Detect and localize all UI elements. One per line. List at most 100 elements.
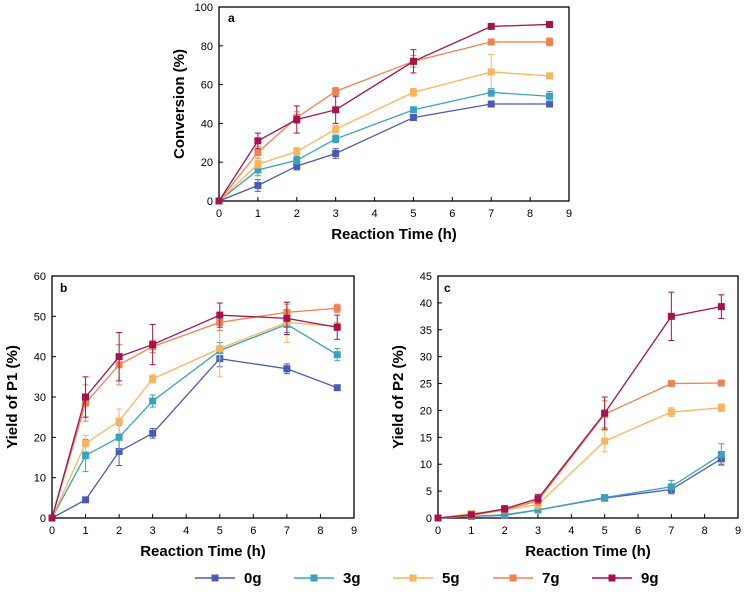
x-tick-label: 7 [488, 208, 494, 220]
data-point [293, 116, 301, 124]
data-point [667, 408, 675, 416]
legend-item-0g: 0g [195, 570, 262, 587]
data-point [216, 311, 224, 319]
x-axis-title: Reaction Time (h) [140, 543, 266, 560]
x-tick-label: 7 [284, 525, 290, 537]
data-point [409, 106, 417, 114]
y-tick-label: 25 [420, 379, 432, 391]
x-tick-label: 0 [435, 525, 441, 537]
data-point [601, 437, 609, 445]
data-point [487, 22, 495, 30]
data-point [534, 495, 542, 503]
plot-frame-b [51, 275, 355, 519]
data-point [149, 397, 157, 405]
data-point [115, 353, 123, 361]
series-line [218, 91, 550, 202]
data-point [333, 384, 341, 392]
data-point [332, 149, 340, 157]
data-point [717, 303, 725, 311]
data-point [667, 483, 675, 491]
series-line [437, 458, 722, 519]
data-point [332, 87, 340, 95]
series-line [218, 41, 550, 202]
x-tick-label: 6 [250, 525, 256, 537]
legend-marker [509, 574, 517, 582]
series-line [218, 23, 550, 202]
series-9g [434, 291, 725, 522]
series-7g [434, 379, 725, 522]
x-tick-label: 8 [527, 208, 533, 220]
series-line [218, 71, 550, 202]
chart-panel-b: 0 1 2 3 4 5 6 7 8 9 0 10 20 30 40 50 60 Reaction Time (h)… [4, 271, 357, 560]
series-line [437, 306, 722, 519]
series-0g [215, 100, 554, 205]
x-tick-label: 8 [702, 525, 708, 537]
legend: 0g 3g 5g 7g 9g [195, 570, 659, 587]
y-tick-label: 15 [420, 432, 432, 444]
data-point [149, 429, 157, 437]
data-point [283, 365, 291, 373]
legend-item-9g: 9g [592, 570, 659, 587]
data-point [115, 447, 123, 455]
data-point [667, 380, 675, 388]
legend-label: 9g [641, 570, 659, 587]
x-tick-label: 0 [216, 208, 222, 220]
y-tick-label: 30 [34, 392, 46, 404]
data-point [534, 506, 542, 514]
x-tick-label: 6 [449, 208, 455, 220]
y-tick-label: 40 [201, 118, 213, 130]
series-5g [434, 403, 725, 522]
x-tick-label: 9 [566, 208, 572, 220]
data-point [546, 72, 554, 80]
data-point [717, 404, 725, 412]
data-point [546, 20, 554, 28]
plot-frame-a [218, 6, 570, 202]
data-point [333, 351, 341, 359]
y-tick-label: 30 [420, 352, 432, 364]
data-point [333, 304, 341, 312]
series-9g [215, 20, 554, 205]
data-point [115, 417, 123, 425]
y-tick-label: 10 [34, 473, 46, 485]
x-tick-label: 9 [735, 525, 741, 537]
data-point [467, 511, 475, 519]
chart-panel-a: 0 1 2 3 4 5 6 7 8 9 0 20 40 60 80 100 Reaction Time (h) C… [171, 2, 572, 243]
x-tick-label: 3 [333, 208, 339, 220]
series-0g [434, 452, 725, 522]
y-tick-label: 50 [34, 311, 46, 323]
plot-frame-c [437, 275, 739, 519]
data-point [501, 505, 509, 513]
y-tick-label: 40 [420, 298, 432, 310]
series-line [437, 407, 722, 519]
x-tick-label: 1 [255, 208, 261, 220]
series-5g [215, 54, 554, 205]
data-point [115, 433, 123, 441]
y-tick-label: 20 [201, 157, 213, 169]
legend-label: 0g [244, 570, 262, 587]
series-line [51, 321, 338, 519]
panel-label: c [444, 281, 451, 295]
y-tick-label: 0 [207, 196, 213, 208]
data-point [487, 88, 495, 96]
data-point [546, 100, 554, 108]
y-tick-label: 35 [420, 325, 432, 337]
data-point [601, 409, 609, 417]
y-tick-label: 40 [34, 352, 46, 364]
panel-label: a [228, 11, 235, 25]
legend-marker [409, 574, 417, 582]
y-tick-label: 20 [420, 405, 432, 417]
x-tick-label: 4 [371, 208, 377, 220]
y-tick-label: 10 [420, 459, 432, 471]
y-axis-title: Yield of P1 (%) [4, 345, 21, 449]
x-tick-label: 8 [317, 525, 323, 537]
data-point [546, 92, 554, 100]
y-tick-label: 100 [195, 2, 213, 14]
data-point [409, 57, 417, 65]
data-point [434, 514, 442, 522]
data-point [254, 166, 262, 174]
legend-marker [211, 574, 219, 582]
x-tick-label: 2 [502, 525, 508, 537]
data-point [149, 375, 157, 383]
x-tick-label: 5 [410, 208, 416, 220]
